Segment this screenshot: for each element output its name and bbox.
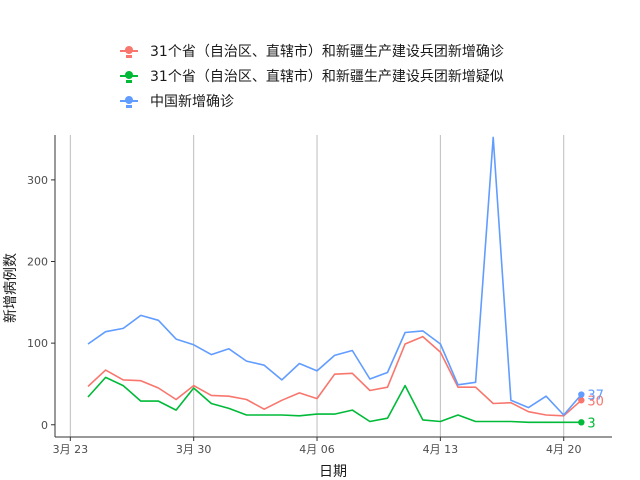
y-tick-label: 200 (27, 256, 48, 269)
series-end-label: 3 (587, 416, 595, 431)
series-end-point (578, 391, 585, 398)
legend-key-icon (118, 69, 140, 83)
legend-label: 中国新增确诊 (150, 93, 234, 110)
series-end-label: 30 (587, 394, 604, 409)
y-axis-title: 新增病例数 (3, 253, 19, 323)
legend-key-icon (118, 94, 140, 108)
x-axis-title: 日期 (319, 464, 347, 480)
legend-label: 31个省（自治区、直辖市）和新疆生产建设兵团新增确诊 (150, 43, 504, 60)
series-end-point (578, 419, 585, 426)
legend: 31个省（自治区、直辖市）和新疆生产建设兵团新增确诊 31个省（自治区、直辖市）… (118, 38, 504, 113)
legend-label: 31个省（自治区、直辖市）和新疆生产建设兵团新增疑似 (150, 68, 504, 85)
legend-key-icon (118, 44, 140, 58)
legend-item: 31个省（自治区、直辖市）和新疆生产建设兵团新增确诊 (118, 38, 504, 63)
legend-item: 31个省（自治区、直辖市）和新疆生产建设兵团新增疑似 (118, 63, 504, 88)
y-tick-label: 300 (27, 174, 48, 187)
x-tick-label: 4月 13 (423, 443, 459, 456)
x-tick-label: 3月 30 (176, 443, 212, 456)
series-line (87, 136, 582, 416)
series-end-label: 37 (587, 389, 604, 404)
x-tick-label: 4月 06 (299, 443, 335, 456)
legend-item: 中国新增确诊 (118, 88, 504, 113)
series-line (87, 376, 582, 424)
series-end-point (578, 397, 585, 404)
series-line (87, 335, 582, 417)
y-tick-label: 100 (27, 337, 48, 350)
x-tick-label: 3月 23 (53, 443, 89, 456)
y-tick-label: 0 (41, 419, 48, 432)
x-tick-label: 4月 20 (546, 443, 582, 456)
